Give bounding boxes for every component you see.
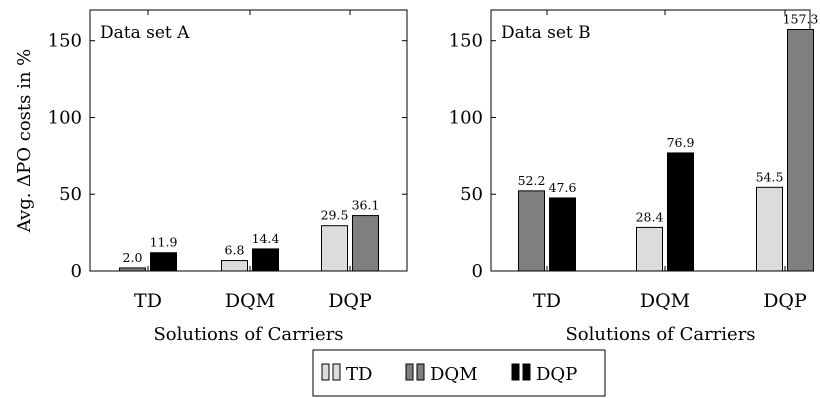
legend-swatch <box>405 363 414 381</box>
legend-label: TD <box>346 364 372 385</box>
legend-swatch <box>522 363 531 381</box>
bar <box>119 267 146 272</box>
data-label: 47.6 <box>549 180 577 195</box>
x-tick-label: DQM <box>640 290 690 312</box>
x-tick-label: DQP <box>763 290 807 312</box>
legend-label: DQP <box>536 364 577 385</box>
legend-swatch <box>332 363 341 381</box>
bar <box>518 190 545 272</box>
data-label: 36.1 <box>352 198 380 213</box>
x-axis-title: Solutions of Carriers <box>565 324 755 345</box>
bar <box>321 225 348 272</box>
bar <box>221 260 248 272</box>
bar <box>787 28 814 272</box>
x-tick-label: TD <box>533 290 561 312</box>
data-label: 54.5 <box>756 169 784 184</box>
data-label: 6.8 <box>225 243 245 258</box>
y-tick-label: 50 <box>460 184 483 205</box>
bar <box>636 226 663 272</box>
x-tick-label: DQM <box>225 290 275 312</box>
bar <box>150 252 177 272</box>
plot-frame <box>89 9 408 272</box>
y-tick-label: 0 <box>472 261 483 282</box>
x-tick-label: DQP <box>328 290 372 312</box>
y-tick-label: 150 <box>449 31 483 52</box>
data-label: 76.9 <box>667 135 695 150</box>
y-tick-label: 0 <box>71 261 82 282</box>
bar <box>252 248 279 272</box>
y-axis-title: Avg. ΔPO costs in % <box>14 49 35 234</box>
data-label: 28.4 <box>636 209 664 224</box>
panel-data-set-a: Data set A 0 50 100 150 TD 2.0 11.9 DQM 6.8 14.4 DQ… <box>14 9 408 345</box>
bar <box>352 215 379 272</box>
legend-label: DQM <box>430 364 478 385</box>
x-tick-label: TD <box>134 290 162 312</box>
data-label: 11.9 <box>150 235 178 250</box>
panel-title: Data set A <box>100 23 190 43</box>
legend-swatch <box>416 363 425 381</box>
data-label: 14.4 <box>252 231 280 246</box>
bar <box>756 186 783 272</box>
panel-title: Data set B <box>501 23 591 43</box>
panel-data-set-b: Data set B 0 50 100 150 TD 52.2 47.6 DQM 28.4 76.9… <box>449 9 819 345</box>
y-tick-label: 150 <box>48 31 82 52</box>
data-label: 157.3 <box>783 11 819 26</box>
y-tick-label: 100 <box>48 107 82 128</box>
legend-box <box>312 349 606 397</box>
bar <box>549 197 576 272</box>
bar <box>667 152 694 272</box>
legend: TD DQM DQP <box>312 349 606 397</box>
x-axis-title: Solutions of Carriers <box>153 324 343 345</box>
data-label: 52.2 <box>518 173 546 188</box>
y-tick-label: 100 <box>449 107 483 128</box>
data-label: 29.5 <box>321 208 349 223</box>
y-tick-label: 50 <box>59 184 82 205</box>
legend-swatch <box>511 363 520 381</box>
data-label: 2.0 <box>123 250 143 265</box>
legend-swatch <box>321 363 330 381</box>
